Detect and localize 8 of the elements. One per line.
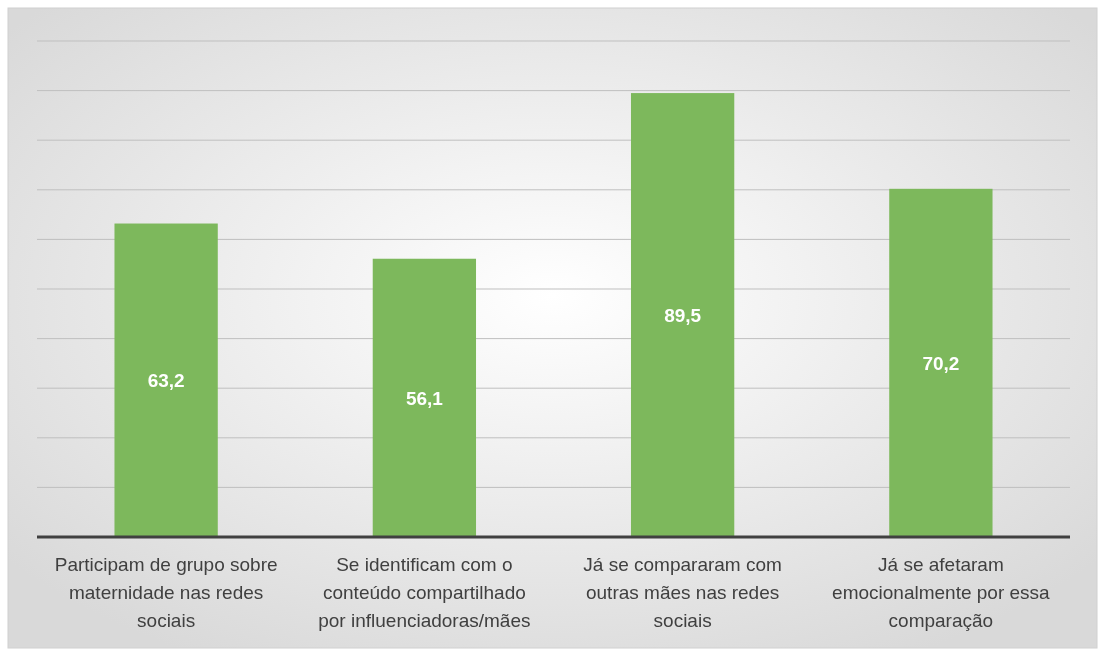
x-tick-label: Se identificam com o conteúdo compartilhado por influenciadoras/mães [318, 554, 531, 631]
data-label: 56,1 [405, 387, 444, 409]
data-label: 89,5 [664, 304, 702, 326]
x-tick-label: Já se compararam com outras mães nas redes sociais [583, 554, 782, 631]
x-tick-label: Já se afetaram emocionalmente por essa comparação [832, 554, 1051, 631]
data-label: 63,2 [147, 369, 185, 391]
x-tick-label: Participam de grupo sobre maternidade nas redes sociais [54, 554, 278, 631]
data-label: 70,2 [922, 352, 960, 374]
